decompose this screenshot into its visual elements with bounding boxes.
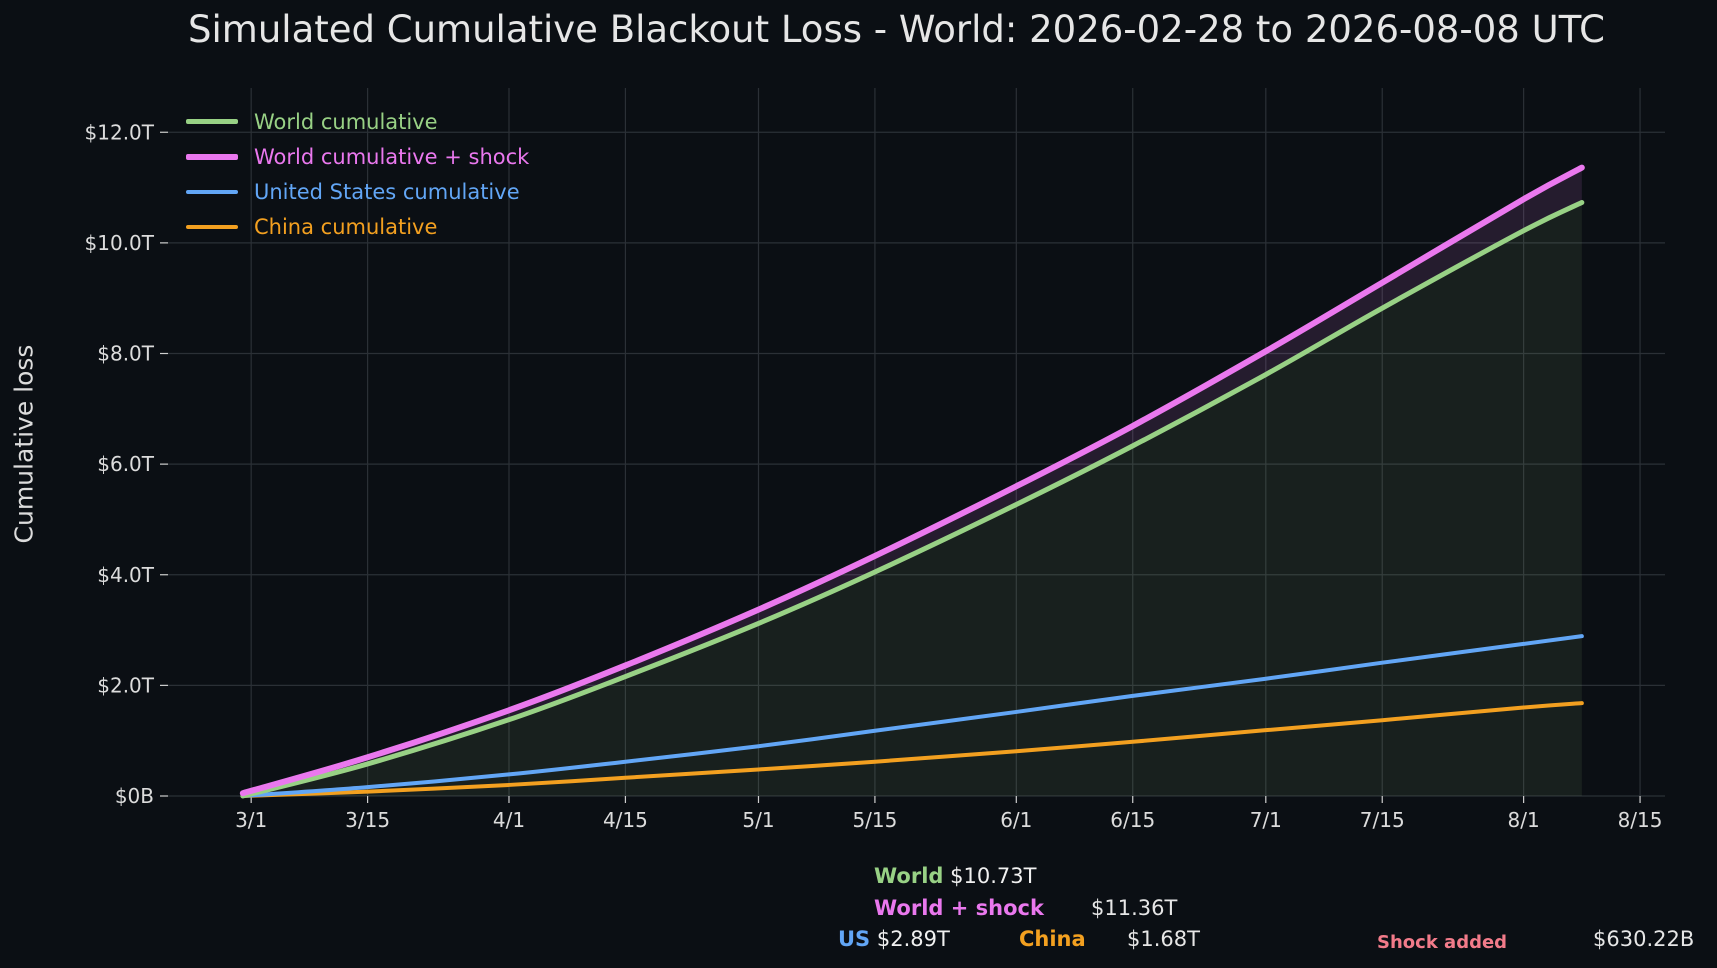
- y-tick-label: $2.0T: [97, 673, 155, 697]
- legend-item-china: China cumulative: [186, 209, 529, 244]
- x-tick-label: 8/15: [1618, 808, 1663, 832]
- summary-world-shock-value: $11.36T: [1091, 896, 1178, 920]
- x-tick-label: 6/1: [1000, 808, 1032, 832]
- x-tick-label: 6/15: [1110, 808, 1155, 832]
- summary-us-label: US: [838, 927, 871, 951]
- x-tick-label: 4/1: [493, 808, 525, 832]
- legend-item-world: World cumulative: [186, 104, 529, 139]
- summary-world-value: $10.73T: [950, 864, 1037, 888]
- summary-shock-added-value: $630.22B: [1593, 927, 1695, 951]
- summary-china-value: $1.68T: [1127, 927, 1200, 951]
- summary-world: World $10.73T: [874, 864, 1036, 888]
- y-tick-label: $6.0T: [97, 452, 155, 476]
- us-line: [240, 634, 1584, 798]
- summary-us: US $2.89T: [838, 927, 950, 951]
- legend-label-world: World cumulative: [254, 109, 438, 134]
- y-tick-label: $12.0T: [85, 120, 155, 144]
- y-axis-label: Cumulative loss: [9, 344, 39, 544]
- x-tick-label: 4/15: [603, 808, 648, 832]
- y-tick-label: $0B: [115, 784, 154, 808]
- y-tick-label: $10.0T: [85, 231, 155, 255]
- legend-swatch-us: [186, 189, 238, 194]
- x-tick-label: 7/1: [1250, 808, 1282, 832]
- x-tick-label: 5/15: [852, 808, 897, 832]
- summary-world-label: World: [874, 864, 944, 888]
- x-tick-label: 3/1: [235, 808, 267, 832]
- summary-us-value: $2.89T: [876, 927, 950, 951]
- summary-world-shock: World + shock: [874, 896, 1044, 920]
- world-area-fill: [242, 202, 1582, 796]
- y-tick-label: $8.0T: [97, 342, 155, 366]
- summary-china-label: China: [1019, 927, 1086, 951]
- legend-item-world-shock: World cumulative + shock: [186, 139, 529, 174]
- world-line: [240, 199, 1585, 799]
- summary-china-label-box: China: [1019, 927, 1086, 951]
- x-tick-label: 8/1: [1508, 808, 1540, 832]
- summary-shock-added-label-box: Shock added: [1377, 929, 1507, 953]
- x-tick-label: 3/15: [345, 808, 390, 832]
- x-tick-label: 7/15: [1360, 808, 1405, 832]
- legend-item-us: United States cumulative: [186, 174, 529, 209]
- legend-label-china: China cumulative: [254, 214, 438, 239]
- summary-shock-added-label: Shock added: [1377, 932, 1508, 953]
- y-tick-label: $4.0T: [97, 563, 155, 587]
- chart-title: Simulated Cumulative Blackout Loss - Wor…: [188, 8, 1605, 51]
- legend-swatch-china: [186, 224, 238, 229]
- summary-shock-label: World + shock: [874, 896, 1044, 920]
- legend-label-world-shock: World cumulative + shock: [254, 144, 530, 169]
- legend: World cumulative World cumulative + shoc…: [186, 104, 529, 244]
- world-shock-line: [239, 164, 1585, 797]
- legend-label-us: United States cumulative: [254, 179, 520, 204]
- x-tick-label: 5/1: [742, 808, 774, 832]
- legend-swatch-world-shock: [186, 153, 238, 160]
- legend-swatch-world: [186, 119, 238, 124]
- china-line: [240, 701, 1584, 798]
